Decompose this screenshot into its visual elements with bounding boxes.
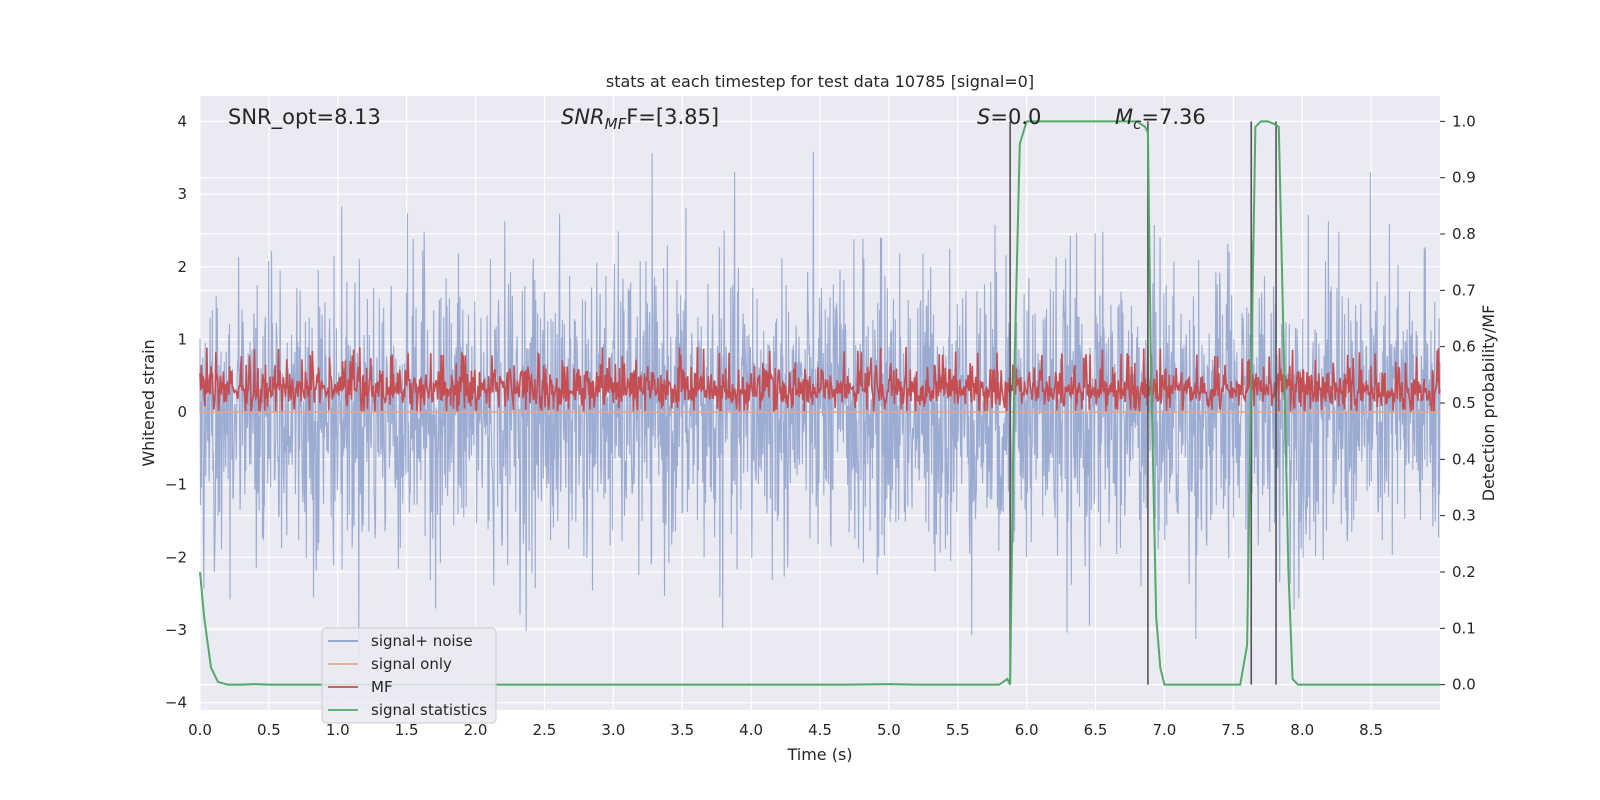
y-right-tick-label: 0.2: [1452, 563, 1476, 581]
x-tick-label: 0.0: [188, 721, 212, 739]
y-left-tick-label: −1: [165, 476, 187, 494]
x-tick-label: 7.0: [1153, 721, 1177, 739]
x-tick-label: 2.5: [533, 721, 557, 739]
x-tick-label: 4.5: [808, 721, 832, 739]
y-right-tick-label: 0.3: [1452, 507, 1476, 525]
y-right-tick-label: 0.6: [1452, 338, 1476, 356]
annotation-s-var: S: [977, 105, 990, 129]
x-tick-label: 3.0: [601, 721, 625, 739]
annotation-snr-mf-base: SNR: [561, 105, 605, 129]
chart-title: stats at each timestep for test data 107…: [606, 72, 1034, 91]
x-tick-label: 6.0: [1015, 721, 1039, 739]
y-axis-right-ticks: 0.0 0.1 0.2 0.3 0.4 0.5 0.6 0.7 0.8 0.9 1.0: [1440, 112, 1476, 694]
x-tick-label: 3.5: [670, 721, 694, 739]
y-axis-left-label: Whitened strain: [139, 339, 158, 466]
x-axis-ticks: 0.0 0.5 1.0 1.5 2.0 2.5 3.0 3.5 4.0 4.5 5.0 5.5 6.0 6…: [188, 721, 1383, 739]
x-tick-label: 1.0: [326, 721, 350, 739]
y-right-tick-label: 1.0: [1452, 112, 1476, 130]
y-right-tick-label: 0.4: [1452, 450, 1476, 468]
y-axis-right-label: Detection probability/MF: [1479, 305, 1498, 502]
annotation-snr-mf-sub: MF: [605, 115, 627, 133]
annotation-snr-mf-rest: F=[3.85]: [626, 105, 719, 129]
annotation-mc-base: M: [1115, 105, 1133, 129]
x-tick-label: 7.5: [1221, 721, 1245, 739]
y-right-tick-label: 0.5: [1452, 394, 1476, 412]
annotation-s: S=0.0: [977, 105, 1041, 129]
y-left-tick-label: 4: [177, 112, 187, 130]
y-left-tick-label: −4: [165, 694, 187, 712]
x-tick-label: 1.5: [395, 721, 419, 739]
y-right-tick-label: 0.9: [1452, 169, 1476, 187]
x-tick-label: 5.0: [877, 721, 901, 739]
x-tick-label: 5.5: [946, 721, 970, 739]
x-tick-label: 2.0: [464, 721, 488, 739]
y-left-tick-label: 2: [177, 258, 187, 276]
line-mf: [199, 346, 1441, 414]
y-right-tick-label: 0.0: [1452, 676, 1476, 694]
annotation-snr-mf: SNRMFF=[3.85]: [561, 105, 719, 133]
legend: signal+ noise signal only MF signal stat…: [321, 627, 497, 724]
y-left-tick-label: 3: [177, 185, 187, 203]
y-right-tick-label: 0.1: [1452, 619, 1476, 637]
legend-label-mf: MF: [371, 678, 393, 696]
x-tick-label: 0.5: [257, 721, 281, 739]
y-left-tick-label: −2: [165, 548, 187, 566]
annotation-snr-opt: SNR_opt=8.13: [228, 105, 381, 130]
legend-label-noise: signal+ noise: [371, 632, 473, 650]
y-left-tick-label: 1: [177, 330, 187, 348]
annotation-mc-sub: c: [1133, 115, 1142, 133]
annotation-mc: Mc=7.36: [1115, 105, 1206, 133]
y-left-tick-label: −3: [165, 621, 187, 639]
x-axis-label: Time (s): [786, 745, 852, 764]
x-tick-label: 8.0: [1290, 721, 1314, 739]
annotation-s-rest: =0.0: [990, 105, 1041, 129]
legend-label-signal-statistics: signal statistics: [371, 701, 487, 719]
x-tick-label: 8.5: [1359, 721, 1383, 739]
x-tick-label: 4.0: [739, 721, 763, 739]
x-tick-label: 6.5: [1084, 721, 1108, 739]
legend-label-signal-only: signal only: [371, 655, 452, 673]
y-right-tick-label: 0.7: [1452, 281, 1476, 299]
series-mf: [199, 346, 1441, 414]
annotation-mc-rest: =7.36: [1141, 105, 1205, 129]
y-right-tick-label: 0.8: [1452, 225, 1476, 243]
y-left-tick-label: 0: [177, 403, 187, 421]
y-axis-left-ticks: −4 −3 −2 −1 0 1 2 3 4: [165, 112, 187, 711]
legend-box: [321, 627, 497, 724]
